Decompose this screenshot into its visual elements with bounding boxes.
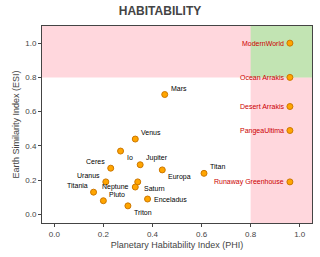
svg-text:1.0: 1.0 xyxy=(294,230,306,239)
svg-text:0.6: 0.6 xyxy=(196,230,208,239)
svg-text:Titan: Titan xyxy=(210,163,225,170)
svg-text:Venus: Venus xyxy=(141,129,161,136)
svg-text:ModernWorld: ModernWorld xyxy=(242,40,284,47)
svg-text:1.0: 1.0 xyxy=(25,39,37,48)
svg-text:0.6: 0.6 xyxy=(25,107,37,116)
svg-text:0.2: 0.2 xyxy=(98,230,110,239)
svg-text:0.2: 0.2 xyxy=(25,176,37,185)
svg-text:0.0: 0.0 xyxy=(25,210,37,219)
svg-text:Uranus: Uranus xyxy=(77,172,100,179)
svg-text:Jupiter: Jupiter xyxy=(146,154,168,162)
svg-text:Earth Similarity Index (ESI): Earth Similarity Index (ESI) xyxy=(11,70,21,178)
svg-text:Mars: Mars xyxy=(171,85,187,92)
svg-text:0.8: 0.8 xyxy=(25,73,37,82)
svg-text:Planetary Habitability Index (: Planetary Habitability Index (PHI) xyxy=(111,240,244,250)
svg-text:HABITABILITY: HABITABILITY xyxy=(119,4,201,18)
svg-text:0.0: 0.0 xyxy=(49,230,61,239)
svg-text:Ceres: Ceres xyxy=(86,158,105,165)
svg-text:Saturn: Saturn xyxy=(144,185,165,192)
svg-text:0.4: 0.4 xyxy=(25,142,37,151)
svg-text:Enceladus: Enceladus xyxy=(154,196,187,203)
svg-text:Titania: Titania xyxy=(67,182,88,189)
svg-text:Neptune: Neptune xyxy=(102,183,129,191)
svg-text:Ocean Arrakis: Ocean Arrakis xyxy=(240,74,284,81)
svg-text:Io: Io xyxy=(127,154,133,161)
svg-text:PangeaUltima: PangeaUltima xyxy=(240,127,284,135)
svg-text:Pluto: Pluto xyxy=(109,191,125,198)
svg-text:Triton: Triton xyxy=(134,209,152,216)
svg-text:0.4: 0.4 xyxy=(147,230,159,239)
svg-text:Desert Arrakis: Desert Arrakis xyxy=(240,103,284,110)
svg-text:0.8: 0.8 xyxy=(245,230,257,239)
svg-text:Europa: Europa xyxy=(168,173,191,181)
svg-text:Runaway Greenhouse: Runaway Greenhouse xyxy=(214,178,284,186)
